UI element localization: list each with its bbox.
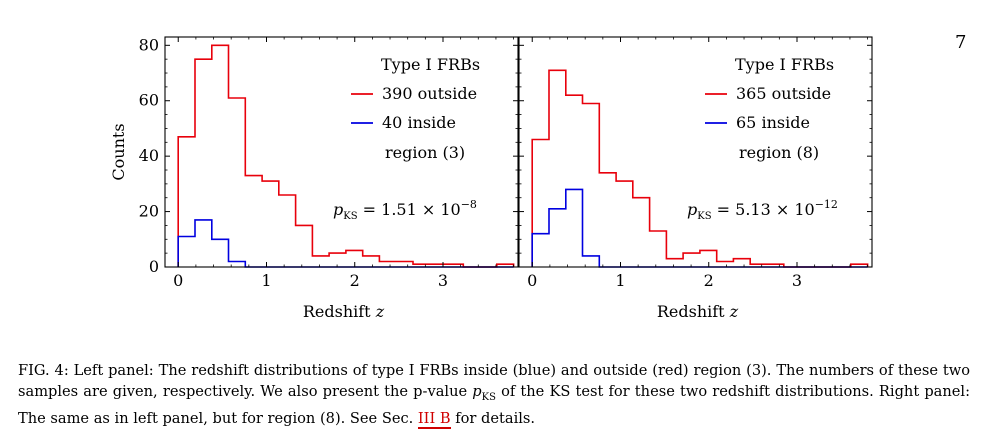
caption-pks-subscript: KS bbox=[481, 391, 496, 403]
page-number: 7 bbox=[955, 32, 967, 53]
right-panel: 0 1 2 3 Redshift z Type I FRBs 365 outside 65 i… bbox=[518, 36, 873, 321]
right-xtick-label: 1 bbox=[615, 271, 625, 290]
left-ytick-label: 80 bbox=[139, 35, 159, 54]
left-xlabel: Redshift z bbox=[303, 302, 385, 321]
left-series-outside-histogram bbox=[177, 44, 515, 268]
left-legend-label-inside: 40 inside bbox=[382, 113, 456, 132]
left-panel: 0 1 2 3 0 20 40 60 80 Redshift z Counts Type I FRBs… bbox=[109, 35, 519, 321]
right-legend-label-outside: 365 outside bbox=[736, 84, 831, 103]
left-ytick-label: 0 bbox=[149, 257, 159, 276]
left-legend-region: region (3) bbox=[385, 143, 465, 162]
left-axes-frame bbox=[164, 36, 519, 268]
caption-tail: for details. bbox=[450, 409, 536, 427]
right-legend-region: region (8) bbox=[739, 143, 819, 162]
left-ytick-label: 20 bbox=[139, 202, 159, 221]
right-xtick-label: 2 bbox=[704, 271, 714, 290]
left-xtick-label: 3 bbox=[438, 271, 448, 290]
caption-lead: FIG. 4: Left panel: The redshift distrib… bbox=[18, 362, 970, 400]
left-ytick-label: 40 bbox=[139, 146, 159, 165]
caption-pks-symbol: p bbox=[472, 383, 482, 400]
left-xtick-label: 0 bbox=[173, 271, 183, 290]
right-ks-annotation: pKS = 5.13 × 10−12 bbox=[687, 198, 838, 222]
left-ylabel: Counts bbox=[109, 123, 128, 180]
left-xtick-label: 1 bbox=[261, 271, 271, 290]
left-legend-label-outside: 390 outside bbox=[382, 84, 477, 103]
left-ks-annotation: pKS = 1.51 × 10−8 bbox=[333, 198, 477, 222]
right-xtick-label: 0 bbox=[527, 271, 537, 290]
caption-middle: of the KS test for these two redshift di… bbox=[18, 383, 970, 427]
section-reference-link[interactable]: III B bbox=[417, 409, 451, 429]
left-ytick-label: 60 bbox=[139, 91, 159, 110]
right-axes-frame bbox=[518, 36, 873, 268]
right-xtick-label: 3 bbox=[792, 271, 802, 290]
right-legend-label-inside: 65 inside bbox=[736, 113, 810, 132]
left-series-inside-histogram bbox=[177, 219, 514, 268]
right-xlabel: Redshift z bbox=[657, 302, 739, 321]
figure-caption: FIG. 4: Left panel: The redshift distrib… bbox=[18, 360, 970, 429]
right-legend-title: Type I FRBs bbox=[735, 55, 834, 74]
left-xtick-label: 2 bbox=[350, 271, 360, 290]
left-legend-title: Type I FRBs bbox=[381, 55, 480, 74]
